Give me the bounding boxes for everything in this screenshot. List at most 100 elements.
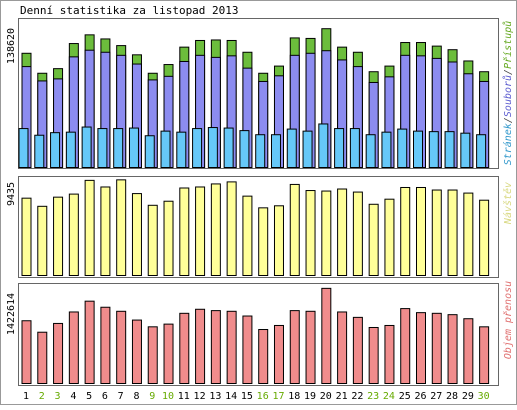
bar-navstevy-2 [37, 205, 48, 276]
bar-objem-13 [210, 310, 221, 385]
bar-objem-22 [352, 316, 363, 385]
bar-objem-17 [273, 324, 284, 384]
hits-ymax-label: 138620 [6, 28, 17, 64]
legend-soubory: Souborů [502, 75, 514, 117]
bar-stranky-27 [428, 131, 439, 169]
bar-navstevy-18 [289, 183, 300, 276]
bar-stranky-1 [18, 128, 29, 169]
legend-separator: / [503, 117, 514, 123]
bar-objem-19 [305, 310, 316, 384]
bar-navstevy-30 [479, 199, 490, 277]
chart-title: Denní statistika za listopad 2013 [20, 4, 239, 17]
bar-stranky-7 [113, 128, 124, 169]
bar-objem-14 [226, 310, 237, 384]
bar-navstevy-17 [273, 205, 284, 276]
bar-stranky-5 [81, 126, 92, 168]
bar-stranky-11 [176, 131, 187, 169]
bar-objem-1 [21, 320, 32, 384]
bar-navstevy-5 [84, 179, 95, 276]
bar-navstevy-6 [100, 186, 111, 276]
day-label: 26 [414, 391, 426, 402]
day-label: 23 [367, 391, 379, 402]
bar-stranky-3 [50, 132, 61, 169]
hits-bars [18, 28, 490, 169]
bar-objem-4 [68, 311, 79, 384]
bar-objem-3 [53, 322, 64, 385]
bar-stranky-30 [476, 134, 487, 169]
day-label: 29 [462, 391, 474, 402]
bar-objem-27 [431, 312, 442, 384]
hits-panel-frame [18, 18, 499, 169]
bar-stranky-14 [223, 127, 234, 169]
day-label: 6 [102, 391, 108, 402]
bar-objem-29 [463, 318, 474, 384]
day-label: 5 [86, 391, 92, 402]
bar-objem-26 [416, 312, 426, 385]
day-label: 27 [430, 391, 442, 402]
day-label: 14 [225, 391, 237, 402]
bar-navstevy-23 [368, 203, 379, 276]
bar-objem-2 [37, 331, 48, 385]
bar-navstevy-22 [352, 191, 363, 276]
day-label: 30 [478, 391, 490, 402]
bar-objem-16 [258, 329, 269, 384]
day-label: 1 [23, 391, 29, 402]
day-label: 10 [162, 391, 174, 402]
day-label: 8 [133, 391, 139, 402]
day-label: 11 [178, 391, 190, 402]
day-label: 25 [399, 391, 411, 402]
bar-objem-12 [195, 308, 206, 384]
bar-navstevy-3 [53, 196, 64, 276]
bar-stranky-21 [334, 128, 345, 169]
bar-objem-11 [179, 312, 190, 384]
bar-navstevy-25 [400, 186, 411, 276]
bar-navstevy-20 [321, 190, 332, 276]
bar-navstevy-7 [116, 179, 127, 277]
bar-stranky-13 [207, 127, 218, 169]
bar-stranky-4 [65, 131, 76, 169]
visits-legend: Návštěv [502, 182, 514, 225]
bar-navstevy-10 [163, 200, 174, 276]
bar-navstevy-1 [21, 197, 32, 277]
bar-stranky-8 [128, 127, 139, 169]
day-label: 15 [241, 391, 253, 402]
bar-objem-28 [447, 314, 458, 385]
bar-navstevy-14 [226, 181, 237, 276]
hits-legend: Stránek/Souborů/Přístupů [502, 21, 514, 166]
day-labels: 1 2 3 4 5 6 7 8 9 10 11 12 13 14 15 16 17 18 19 20 21 22 23 24 2… [23, 391, 490, 402]
bar-objem-5 [84, 300, 95, 384]
bar-stranky-29 [460, 132, 471, 169]
bar-navstevy-11 [179, 187, 190, 277]
bar-stranky-22 [349, 128, 360, 169]
bar-objem-15 [242, 315, 253, 384]
bar-stranky-20 [318, 123, 329, 168]
day-label: 28 [446, 391, 458, 402]
traffic-ymax-label: 1422614 [6, 293, 17, 335]
day-label: 24 [383, 391, 395, 402]
bar-navstevy-15 [242, 195, 253, 276]
bar-stranky-24 [381, 131, 392, 169]
day-label: 3 [55, 391, 61, 402]
visits-panel-frame [18, 176, 499, 278]
day-label: 12 [194, 391, 206, 402]
bar-objem-25 [400, 308, 411, 385]
bar-navstevy-4 [68, 193, 79, 276]
bar-navstevy-9 [147, 204, 158, 276]
bar-navstevy-13 [210, 183, 221, 276]
day-label: 13 [209, 391, 221, 402]
day-label: 9 [149, 391, 155, 402]
day-label: 2 [39, 391, 45, 402]
bar-navstevy-24 [384, 198, 395, 277]
day-label: 19 [304, 391, 316, 402]
bar-stranky-16 [255, 134, 266, 169]
bar-navstevy-29 [463, 192, 474, 276]
bar-objem-20 [321, 287, 332, 384]
visits-ymax-label: 9435 [6, 182, 17, 206]
day-label: 16 [257, 391, 269, 402]
bar-navstevy-26 [416, 186, 426, 276]
bar-objem-24 [384, 324, 395, 384]
legend-separator: / [503, 69, 514, 75]
bar-stranky-2 [34, 134, 45, 169]
bar-objem-9 [147, 326, 158, 384]
traffic-bars [21, 287, 490, 385]
